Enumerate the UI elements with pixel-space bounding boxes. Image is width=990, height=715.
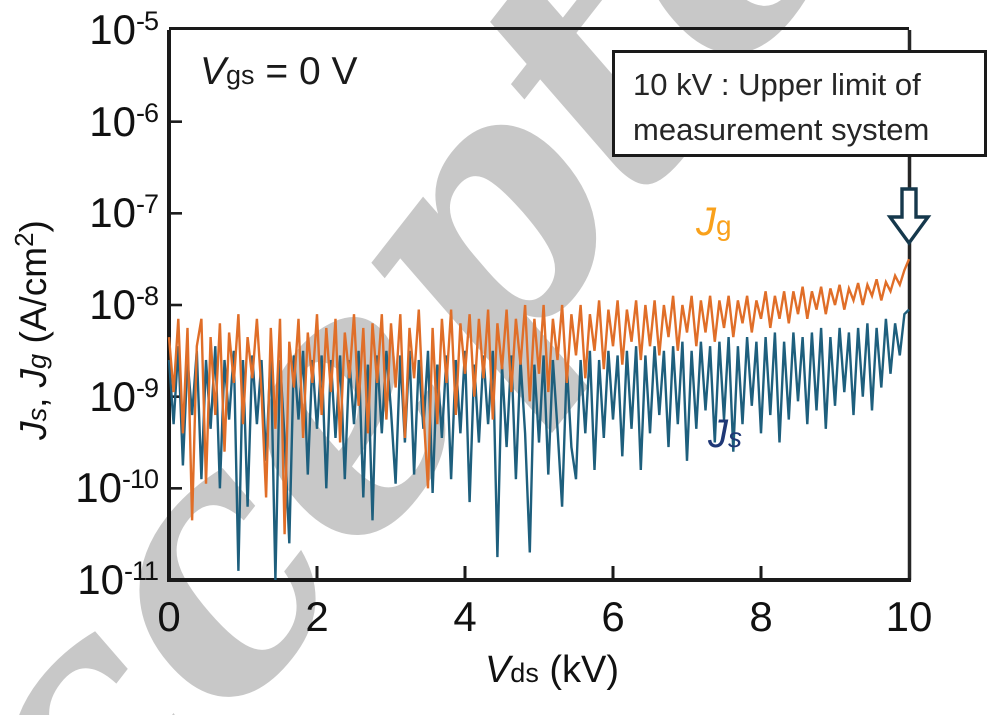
y-tick-label: 10-7 — [30, 189, 159, 239]
y-tick-base: 10 — [89, 189, 136, 237]
x-tick-label: 4 — [453, 593, 477, 640]
y-tick-label: 10-6 — [30, 97, 159, 148]
y-tick-exponent: -7 — [135, 189, 159, 220]
y-title-unit-close: ) — [13, 220, 54, 233]
y-tick-base: 10 — [89, 281, 136, 328]
y-title-j1: J — [13, 421, 54, 440]
x-tick-label: 0 — [157, 593, 181, 640]
y-tick-label: 10-10 — [30, 464, 159, 514]
y-tick-base: 10 — [77, 556, 124, 603]
x-title-symbol: V — [484, 649, 511, 691]
y-tick-exponent: -11 — [123, 556, 159, 586]
y-tick-exponent: -6 — [135, 97, 159, 128]
y-tick-label: 10-11 — [30, 556, 159, 606]
vgs-subscript: gs — [226, 60, 255, 90]
y-tick-label: 10-8 — [30, 281, 159, 331]
y-axis-title: Js, Jg (A/cm2) — [9, 30, 56, 630]
limit-annotation-box: 10 kV : Upper limit of measurement syste… — [612, 50, 987, 157]
y-tick-base: 10 — [89, 372, 136, 420]
y-title-separator: , — [13, 387, 54, 408]
x-tick-label: 10 — [885, 593, 933, 640]
js-subscript: s — [728, 422, 742, 453]
y-tick-exponent: -9 — [135, 372, 159, 403]
y-tick-exponent: -8 — [135, 281, 159, 311]
y-tick-exponent: -10 — [121, 464, 159, 495]
annotation-line-1: 10 kV : Upper limit of — [633, 67, 921, 102]
y-title-unit-sup: 2 — [9, 232, 39, 247]
vgs-condition-label: Vgs = 0 V — [200, 50, 358, 97]
y-title-j2-sub: g — [22, 353, 52, 369]
x-tick-label: 6 — [601, 593, 625, 640]
y-title-j1-sub: s — [22, 407, 52, 422]
downward-arrow-icon — [886, 187, 932, 246]
js-symbol: J — [708, 412, 728, 456]
y-tick-base: 10 — [89, 6, 136, 53]
jg-symbol: J — [696, 200, 716, 244]
y-tick-label: 10-9 — [30, 372, 159, 423]
jg-subscript: g — [716, 210, 732, 241]
vgs-value: = 0 V — [254, 50, 358, 93]
jg-curve — [167, 258, 911, 535]
annotation-line-2: measurement system — [633, 112, 930, 147]
x-tick-label: 2 — [305, 593, 329, 640]
y-tick-base: 10 — [89, 97, 136, 145]
js-series-label: Js — [708, 412, 742, 460]
vgs-symbol: V — [200, 50, 227, 93]
x-tick-label: 8 — [749, 593, 773, 640]
y-title-j2: J — [13, 368, 54, 388]
y-tick-label: 10-5 — [30, 6, 159, 56]
y-tick-exponent: -5 — [135, 6, 159, 36]
x-title-unit: (kV) — [538, 649, 620, 691]
y-tick-base: 10 — [75, 464, 122, 512]
js-curve — [167, 308, 910, 581]
y-title-unit: (A/cm — [13, 246, 54, 354]
x-axis-title: Vds (kV) — [485, 648, 619, 695]
x-title-subscript: ds — [510, 658, 539, 688]
jg-series-label: Jg — [696, 200, 732, 248]
